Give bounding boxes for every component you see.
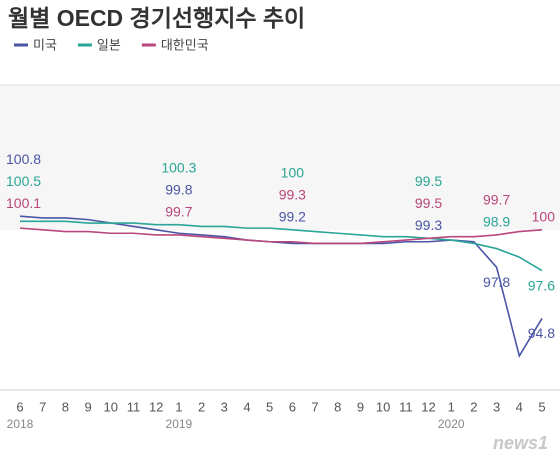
x-tick-label: 8 (62, 399, 69, 414)
x-tick-label: 10 (376, 399, 390, 414)
x-tick-label: 11 (399, 399, 413, 414)
x-tick-label: 3 (221, 399, 228, 414)
plot-band (0, 85, 560, 230)
data-label: 99.2 (279, 209, 306, 225)
chart-title: 월별 OECD 경기선행지수 추이 (8, 5, 305, 31)
data-label: 100.8 (6, 151, 41, 167)
series-line (20, 220, 543, 272)
x-tick-label: 9 (84, 399, 91, 414)
data-label: 99.8 (165, 181, 192, 197)
x-tick-label: 11 (127, 399, 141, 414)
legend-label: 미국 (33, 37, 57, 52)
x-tick-label: 4 (516, 399, 523, 414)
x-tick-label: 8 (334, 399, 341, 414)
x-tick-label: 7 (39, 399, 46, 414)
data-label: 94.8 (528, 325, 555, 341)
x-tick-label: 6 (16, 399, 23, 414)
data-label: 97.8 (483, 274, 510, 290)
data-label: 99.7 (483, 192, 510, 208)
data-label: 98.9 (483, 214, 510, 230)
x-tick-label: 10 (104, 399, 118, 414)
data-label: 100.1 (6, 195, 41, 211)
data-label: 99.7 (165, 203, 192, 219)
x-tick-label: 5 (266, 399, 273, 414)
source: news1 (493, 433, 548, 453)
year-label: 2020 (438, 417, 465, 431)
legend-label: 대한민국 (161, 37, 209, 52)
data-label: 100 (281, 165, 305, 181)
x-tick-label: 12 (421, 399, 435, 414)
x-tick-label: 2 (198, 399, 205, 414)
x-tick-label: 3 (493, 399, 500, 414)
data-label: 100 (532, 209, 556, 225)
x-tick-label: 12 (149, 399, 163, 414)
year-label: 2019 (166, 417, 193, 431)
legend-label: 일본 (97, 37, 121, 52)
x-tick-label: 5 (538, 399, 545, 414)
year-label: 2018 (7, 417, 34, 431)
x-tick-label: 1 (175, 399, 182, 414)
x-tick-label: 7 (311, 399, 318, 414)
x-tick-label: 1 (448, 399, 455, 414)
x-tick-label: 4 (243, 399, 250, 414)
data-label: 99.3 (415, 217, 442, 233)
x-tick-label: 6 (289, 399, 296, 414)
data-label: 99.3 (279, 187, 306, 203)
data-label: 97.6 (528, 277, 555, 293)
data-label: 100.3 (161, 159, 196, 175)
data-label: 99.5 (415, 195, 442, 211)
data-label: 99.5 (415, 173, 442, 189)
x-tick-label: 2 (470, 399, 477, 414)
series-line (19, 227, 543, 245)
x-tick-label: 9 (357, 399, 364, 414)
data-label: 100.5 (6, 173, 41, 189)
